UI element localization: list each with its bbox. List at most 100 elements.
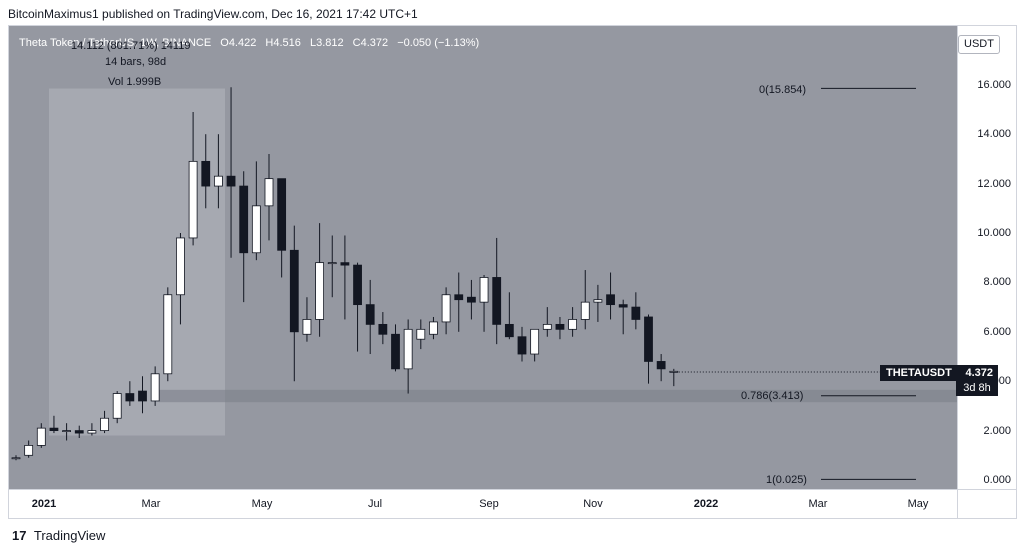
candle-body [125, 393, 135, 402]
candle-body [644, 316, 653, 362]
candle-body [226, 175, 236, 187]
candle-body [504, 323, 514, 338]
candle-body [188, 160, 198, 239]
price-axis[interactable]: 16.00014.00012.00010.0008.0006.0004.0002… [957, 26, 1016, 489]
candle-body [239, 185, 249, 254]
price-tick: 14.000 [977, 128, 1011, 141]
open-label: O [220, 37, 229, 49]
candle-body [327, 262, 337, 265]
close-label: C [352, 37, 361, 49]
candle-body [593, 299, 603, 303]
price-tick: 6.000 [983, 325, 1011, 338]
fib-label-1: 1(0.025) [766, 474, 807, 486]
time-axis[interactable]: 2021 Mar May Jul Sep Nov 2022 Mar May [9, 489, 957, 518]
price-tick: 8.000 [983, 276, 1011, 289]
measure-price-change: 14.112 (801.71%) 14119 [71, 40, 191, 52]
candle-body [36, 427, 46, 446]
candle-body [542, 323, 552, 330]
chart-frame: Theta Token / TetherUS, 1W, BINANCE O4.4… [8, 25, 1017, 519]
measure-volume: Vol 1.999B [108, 76, 162, 88]
time-tick: Nov [583, 498, 603, 510]
price-tick: 12.000 [977, 177, 1011, 190]
candle-body [150, 373, 160, 402]
candle-body [669, 370, 679, 373]
symbol-legend: Theta Token / TetherUS, 1W, BINANCE O4.4… [19, 37, 479, 49]
last-price-value: 4.372 [965, 367, 993, 379]
fib-label-0: 0(15.854) [759, 84, 807, 96]
candle-body [100, 417, 109, 432]
candle-body [87, 430, 97, 434]
bar-countdown: 3d 8h [956, 381, 998, 396]
candle-body [618, 304, 628, 308]
candle-body [49, 427, 59, 432]
price-tick: 0.000 [983, 474, 1011, 486]
candle-body [353, 264, 362, 306]
tradingview-logo-icon: 17 [12, 528, 27, 543]
candle-body [289, 249, 299, 333]
candle-body [429, 321, 438, 335]
symbol-title[interactable]: Theta Token / TetherUS, 1W, BINANCE [19, 37, 212, 49]
fib-label-0786: 0.786(3.413) [741, 390, 804, 402]
low-label: L [309, 37, 317, 49]
axis-corner [957, 489, 1016, 518]
tradingview-brand: TradingView [33, 528, 106, 543]
candle-body [11, 457, 21, 460]
candle-body [517, 336, 527, 355]
time-tick: May [251, 498, 273, 510]
candlestick-chart [11, 87, 957, 480]
candle-body [302, 319, 312, 335]
candle-body [403, 328, 413, 370]
time-tick: 2021 [31, 498, 57, 510]
support-band [159, 389, 957, 403]
change-value: −0.050 (−1.13%) [397, 37, 480, 49]
candle-body [580, 301, 590, 320]
low-value: 3.812 [316, 37, 344, 49]
candle-body [656, 361, 666, 370]
candle-body [62, 430, 71, 433]
candle-body [454, 294, 464, 301]
candle-body [176, 237, 185, 296]
candle-body [606, 294, 615, 306]
candle-body [466, 296, 476, 303]
candle-body [163, 294, 173, 375]
candle-body [530, 328, 540, 355]
candle-body [277, 178, 287, 251]
candle-body [251, 205, 261, 254]
time-tick: May [907, 498, 929, 510]
candle-body [201, 160, 211, 187]
time-tick: Mar [808, 498, 828, 510]
candle-body [264, 178, 274, 207]
tradingview-footer[interactable]: 17 TradingView [12, 528, 105, 543]
time-tick: Mar [141, 498, 161, 510]
candle-body [416, 328, 426, 340]
time-tick: Jul [367, 498, 383, 510]
candle-body [441, 294, 451, 323]
high-value: 4.516 [273, 37, 301, 49]
price-tick: 2.000 [983, 424, 1011, 437]
publisher-attribution: BitcoinMaximus1 published on TradingView… [8, 7, 418, 21]
candle-body [568, 319, 577, 330]
candle-body [340, 262, 350, 266]
open-value: 4.422 [228, 37, 257, 49]
price-tick: 16.000 [977, 78, 1011, 91]
currency-button[interactable]: USDT [958, 35, 1000, 54]
time-tick: Sep [479, 498, 499, 510]
candle-body [391, 333, 400, 370]
price-tick: 10.000 [977, 227, 1011, 239]
close-value: 4.372 [360, 37, 389, 49]
candle-body [74, 430, 84, 434]
candle-body [479, 277, 489, 303]
candle-body [315, 262, 325, 320]
candle-body [112, 393, 122, 419]
plot-area[interactable]: Theta Token / TetherUS, 1W, BINANCE O4.4… [9, 26, 957, 489]
time-tick: 2022 [693, 498, 719, 510]
measure-zone [49, 88, 225, 436]
last-price-symbol: THETAUSDT [886, 367, 952, 379]
candle-body [365, 304, 375, 325]
candle-body [631, 306, 641, 320]
measure-bars: 14 bars, 98d [105, 56, 167, 68]
candle-body [555, 323, 565, 330]
candle-body [492, 277, 502, 325]
candle-body [378, 323, 388, 335]
candle-body [24, 445, 34, 456]
